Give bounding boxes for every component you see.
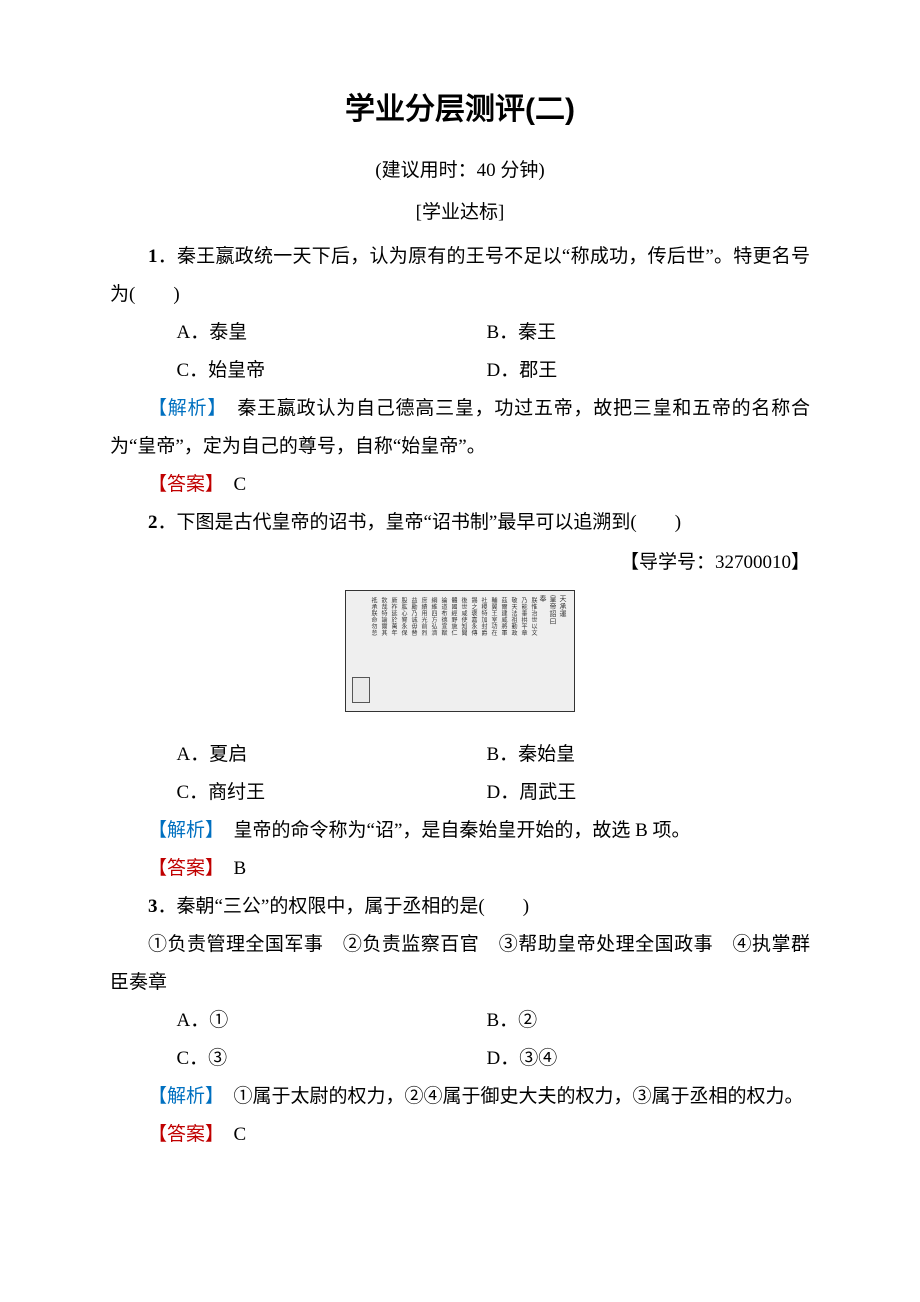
answer-label: 【答案】 [148, 1124, 215, 1145]
q1-num: 1 [148, 246, 158, 267]
q3-stem-line1: 3．秦朝“三公”的权限中，属于丞相的是( ) [110, 888, 810, 926]
q3-option-b: B．② [487, 1002, 538, 1040]
q1-answer-text: C [215, 474, 247, 495]
q3-stem-line2: ①负责管理全国军事 ②负责监察百官 ③帮助皇帝处理全国政事 ④执掌群臣奏章 [110, 926, 810, 1002]
q3-stem-text1: ．秦朝“三公”的权限中，属于丞相的是( ) [158, 896, 530, 917]
q3-analysis-text: ①属于太尉的权力，②④属于御史大夫的权力，③属于丞相的权力。 [215, 1086, 804, 1107]
edict-column: 乃能垂拱平章 [519, 597, 526, 636]
edict-column: 祗承朕命勿怠 [369, 597, 376, 636]
q3-answer: 【答案】 C [110, 1116, 810, 1154]
q3-analysis: 【解析】 ①属于太尉的权力，②④属于御史大夫的权力，③属于丞相的权力。 [110, 1078, 810, 1116]
q2-answer-text: B [215, 858, 247, 879]
q2-option-a: A．夏启 [177, 736, 487, 774]
edict-column: 綱維四方弘濟 [429, 597, 436, 636]
edict-column: 奉 [539, 595, 546, 603]
q2-options-row1: A．夏启 B．秦始皇 [177, 736, 811, 774]
q2-answer: 【答案】 B [110, 850, 810, 888]
q1-option-a: A．泰皇 [177, 314, 487, 352]
edict-column: 社稷特加封爵 [479, 597, 486, 636]
seal-icon [352, 677, 370, 703]
q2-stem: 2．下图是古代皇帝的诏书，皇帝“诏书制”最早可以追溯到( ) [110, 504, 810, 542]
q1-answer: 【答案】 C [110, 466, 810, 504]
q1-option-c: C．始皇帝 [177, 352, 487, 390]
edict-column: 敬天法祖勤政 [509, 597, 516, 636]
q3-answer-text: C [215, 1124, 247, 1145]
analysis-label: 【解析】 [148, 1086, 215, 1107]
q1-option-b: B．秦王 [487, 314, 557, 352]
q3-options-row2: C．③ D．③④ [177, 1040, 811, 1078]
q2-figure: 天承運皇帝詔曰奉朕惟治世以文乃能垂拱平章敬天法祖勤政茲爾建威將軍輔翼王室功在社稷… [110, 590, 810, 726]
edict-column: 錫之褒嘉永傳 [469, 597, 476, 636]
q2-analysis: 【解析】 皇帝的命令称为“诏”，是自秦始皇开始的，故选 B 项。 [110, 812, 810, 850]
edict-column: 天承運 [559, 595, 566, 618]
edict-column: 厥祚延於萬年 [389, 597, 396, 636]
page-title: 学业分层测评(二) [110, 80, 810, 140]
q3-num: 3 [148, 896, 158, 917]
guide-number: 【导学号：32700010】 [110, 544, 810, 582]
q2-num: 2 [148, 512, 158, 533]
analysis-label: 【解析】 [148, 398, 218, 419]
q3-option-d: D．③④ [487, 1040, 558, 1078]
edict-column: 益勵乃诚毋替 [409, 597, 416, 636]
q1-options-row1: A．泰皇 B．秦王 [177, 314, 811, 352]
q2-option-b: B．秦始皇 [487, 736, 576, 774]
q2-stem-text: ．下图是古代皇帝的诏书，皇帝“诏书制”最早可以追溯到( ) [158, 512, 682, 533]
q1-stem-text: ．秦王嬴政统一天下后，认为原有的王号不足以“称成功，传后世”。特更名号为( ) [110, 246, 810, 305]
q1-analysis: 【解析】 秦王嬴政认为自己德高三皇，功过五帝，故把三皇和五帝的名称合为“皇帝”，… [110, 390, 810, 466]
edict-image: 天承運皇帝詔曰奉朕惟治世以文乃能垂拱平章敬天法祖勤政茲爾建威將軍輔翼王室功在社稷… [345, 590, 575, 712]
q1-stem: 1．秦王嬴政统一天下后，认为原有的王号不足以“称成功，传后世”。特更名号为( ) [110, 238, 810, 314]
q1-options-row2: C．始皇帝 D．郡王 [177, 352, 811, 390]
q2-analysis-text: 皇帝的命令称为“诏”，是自秦始皇开始的，故选 B 项。 [215, 820, 691, 841]
edict-column: 輔翼王室功在 [489, 597, 496, 636]
q2-option-c: C．商纣王 [177, 774, 487, 812]
q3-options-row1: A．① B．② [177, 1002, 811, 1040]
edict-column: 皇帝詔曰 [549, 595, 556, 625]
edict-column: 論道布德宣猷 [439, 597, 446, 636]
edict-column: 體國經野施仁 [449, 597, 456, 636]
q3-option-c: C．③ [177, 1040, 487, 1078]
edict-column: 茲爾建威將軍 [499, 597, 506, 636]
edict-column: 庶績用光前烈 [419, 597, 426, 636]
q2-option-d: D．周武王 [487, 774, 577, 812]
edict-column: 後世咸使知聞 [459, 597, 466, 636]
time-suggestion: (建议用时：40 分钟) [110, 152, 810, 190]
edict-column: 欽哉特諭爾其 [379, 597, 386, 636]
edict-column: 朕惟治世以文 [529, 597, 536, 636]
edict-column: 股肱心膂永保 [399, 597, 406, 636]
q3-option-a: A．① [177, 1002, 487, 1040]
answer-label: 【答案】 [148, 474, 215, 495]
answer-label: 【答案】 [148, 858, 215, 879]
q1-option-d: D．郡王 [487, 352, 558, 390]
analysis-label: 【解析】 [148, 820, 215, 841]
section-label: [学业达标] [110, 194, 810, 232]
q2-options-row2: C．商纣王 D．周武王 [177, 774, 811, 812]
